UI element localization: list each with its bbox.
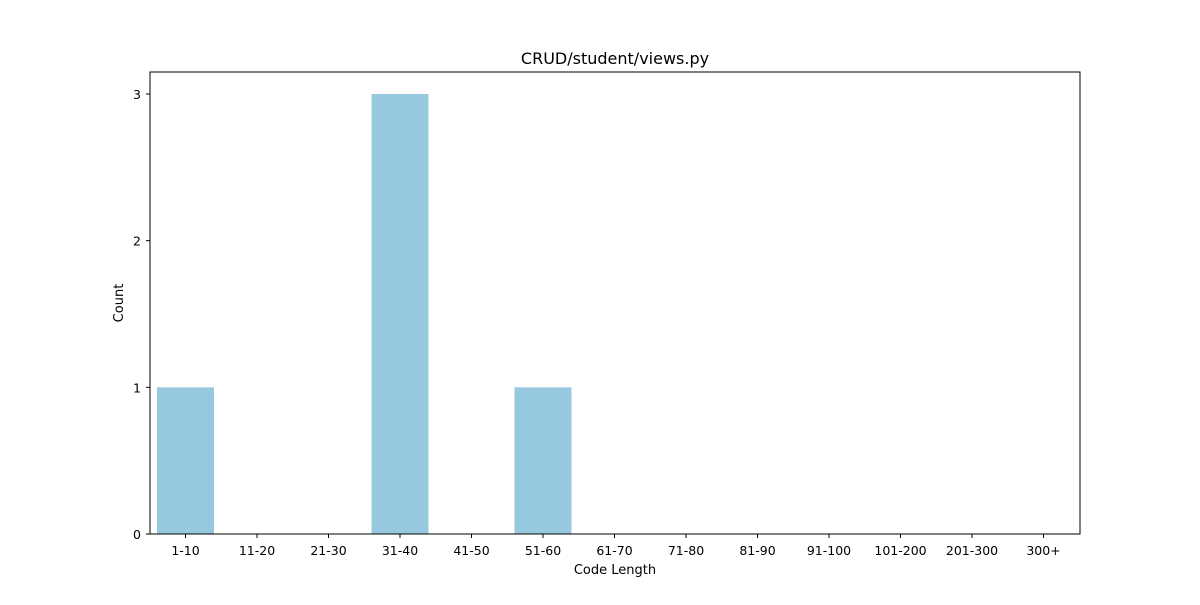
bar-group [157,94,572,534]
x-tick-label: 81-90 [739,543,775,558]
x-axis-label: Code Length [574,563,656,578]
x-tick-label: 11-20 [239,543,275,558]
x-tick-label: 61-70 [596,543,632,558]
y-tick-label: 0 [133,527,141,542]
x-tick-label: 41-50 [453,543,489,558]
x-axis: 1-10 11-20 21-30 31-40 41-50 51-60 61-70 71-80 8… [171,534,1061,558]
bar-1-10 [157,387,214,534]
y-axis-label: Count [112,284,127,323]
x-tick-label: 1-10 [171,543,199,558]
x-tick-label: 101-200 [874,543,926,558]
x-tick-label: 300+ [1026,543,1060,558]
x-tick-label: 21-30 [310,543,346,558]
bar-31-40 [371,94,429,534]
bar-51-60 [514,387,572,534]
chart-title: CRUD/student/views.py [521,49,709,68]
x-tick-label: 71-80 [668,543,704,558]
y-axis: 0 1 2 3 [133,87,150,542]
y-tick-label: 1 [133,380,141,395]
x-tick-label: 91-100 [807,543,851,558]
y-tick-label: 3 [133,87,141,102]
x-tick-label: 51-60 [525,543,561,558]
plot-frame [149,71,1081,535]
x-tick-label: 31-40 [382,543,418,558]
y-tick-label: 2 [133,234,141,249]
x-tick-label: 201-300 [946,543,998,558]
